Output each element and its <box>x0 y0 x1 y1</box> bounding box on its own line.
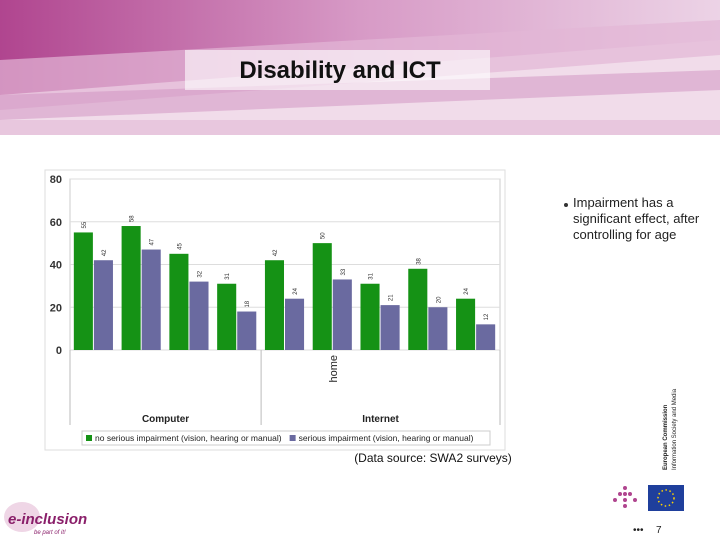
bar <box>264 260 284 350</box>
bar <box>312 243 332 350</box>
bar <box>408 268 428 350</box>
bullet-text: Impairment has a significant effect, aft… <box>573 195 700 242</box>
dots-logo <box>613 486 637 508</box>
bar <box>380 305 400 350</box>
bar <box>428 307 448 350</box>
bullet-box: Impairment has a significant effect, aft… <box>573 195 700 242</box>
data-label: 12 <box>484 313 490 320</box>
bar <box>332 279 352 350</box>
y-tick-label: 80 <box>50 174 62 186</box>
y-tick-label: 0 <box>56 345 62 357</box>
data-label: 42 <box>102 249 108 256</box>
bar <box>285 298 305 350</box>
data-label: 20 <box>436 296 442 303</box>
bar <box>237 311 257 350</box>
legend-swatch <box>289 435 296 441</box>
chart: 0 20 40 60 80 55 58 45 31 42 50 31 38 24 42 47 32 18 24 33 2… <box>50 174 501 446</box>
data-label: 47 <box>150 238 156 245</box>
x-tick-label: home <box>328 355 340 383</box>
data-label: 38 <box>416 257 422 264</box>
page-number: 7 <box>656 525 662 536</box>
data-label: 42 <box>273 249 279 256</box>
bar <box>189 281 209 350</box>
legend-box <box>81 430 491 446</box>
y-tick-label: 60 <box>50 217 62 229</box>
bar <box>217 283 237 350</box>
data-label: 24 <box>464 287 470 294</box>
bar <box>141 249 161 350</box>
data-label: 18 <box>245 300 251 307</box>
legend-label: no serious impairment (vision, hearing o… <box>95 433 282 443</box>
bar <box>93 260 113 350</box>
legend-swatch <box>86 435 92 441</box>
ec-line2: Information Society and Media <box>672 388 678 470</box>
data-label: 50 <box>321 232 327 239</box>
data-label: 31 <box>225 272 231 279</box>
bar <box>476 324 496 350</box>
eu-flag <box>648 485 684 511</box>
bar <box>360 283 380 350</box>
slide-title: Disability and ICT <box>239 57 441 84</box>
data-label: 45 <box>177 242 183 249</box>
data-label: 33 <box>341 268 347 275</box>
bar <box>121 226 141 350</box>
logo-text: e-inclusion <box>8 511 87 528</box>
group-label: Internet <box>362 414 399 425</box>
page-dots: ••• <box>633 525 644 536</box>
y-tick-label: 40 <box>50 260 62 272</box>
bar <box>456 298 476 350</box>
bar <box>169 253 189 350</box>
data-label: 21 <box>389 294 395 301</box>
ec-line1: European Commission <box>663 404 669 470</box>
group-label: Computer <box>142 414 189 425</box>
data-label: 24 <box>293 287 299 294</box>
bullet-dot <box>564 203 568 207</box>
bar <box>73 232 93 350</box>
logo: e-inclusion be part of it! <box>4 502 87 536</box>
y-tick-label: 20 <box>50 302 62 314</box>
legend-label: serious impairment (vision, hearing or m… <box>299 433 474 443</box>
source: (Data source: SWA2 surveys) <box>354 451 512 465</box>
data-label: 32 <box>197 270 203 277</box>
header: Disability and ICT <box>0 0 720 135</box>
ec-text: European Commission Information Society … <box>663 388 678 470</box>
data-label: 31 <box>369 272 375 279</box>
data-label: 55 <box>82 221 88 228</box>
logo-tagline: be part of it! <box>34 530 66 536</box>
data-label: 58 <box>130 215 136 222</box>
